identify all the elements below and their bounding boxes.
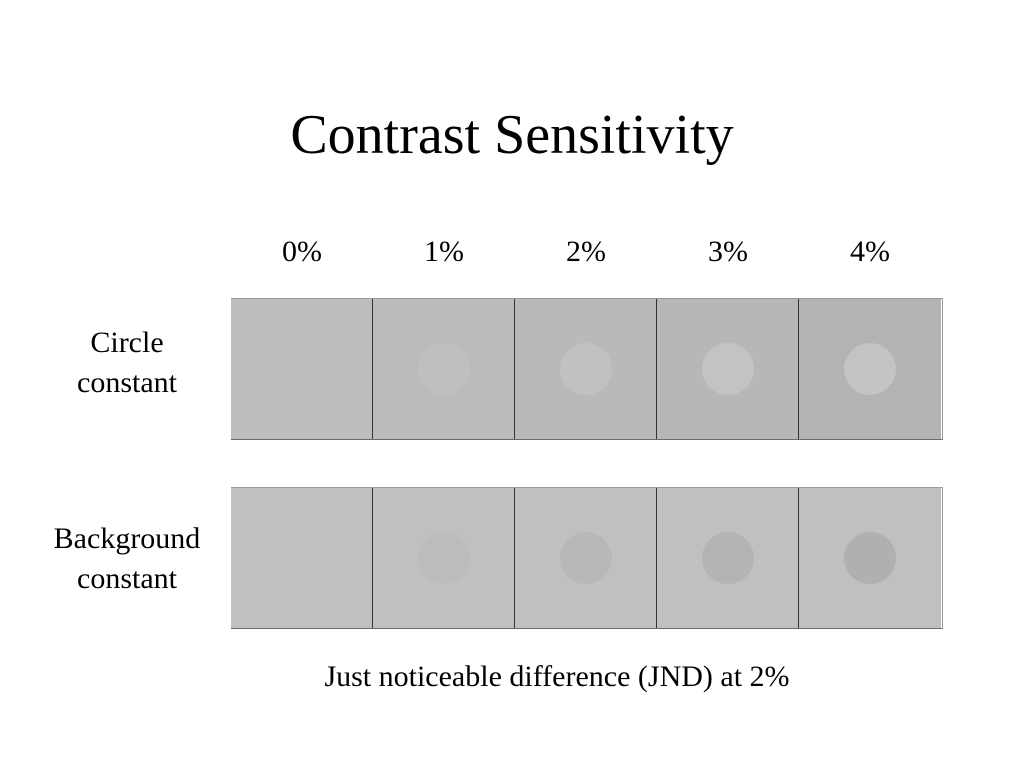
contrast-cell <box>657 299 799 439</box>
column-label-1: 1% <box>424 235 464 268</box>
column-label-0: 0% <box>282 235 322 268</box>
contrast-cell <box>231 299 373 439</box>
slide-title: Contrast Sensitivity <box>290 104 734 166</box>
column-label-3: 3% <box>708 235 748 268</box>
contrast-cell <box>231 488 373 628</box>
column-label-4: 4% <box>850 235 890 268</box>
background-constant-strip <box>231 487 943 629</box>
circle <box>417 343 470 395</box>
contrast-cell <box>515 488 657 628</box>
circle <box>559 343 612 395</box>
circle <box>417 532 470 584</box>
circle-constant-strip <box>231 298 943 440</box>
contrast-cell <box>515 299 657 439</box>
row-label-circle-constant: Circle constant <box>22 323 232 403</box>
circle <box>559 532 612 584</box>
jnd-caption: Just noticeable difference (JND) at 2% <box>324 660 790 693</box>
row-label-line: constant <box>77 366 177 399</box>
contrast-cell <box>373 299 515 439</box>
row-label-background-constant: Background constant <box>22 519 232 599</box>
column-label-2: 2% <box>566 235 606 268</box>
contrast-cell <box>373 488 515 628</box>
contrast-cell <box>799 488 941 628</box>
circle <box>844 343 896 395</box>
row-label-line: Circle <box>90 326 164 359</box>
row-label-line: constant <box>77 562 177 595</box>
circle <box>701 532 754 584</box>
circle <box>701 343 754 395</box>
circle <box>275 343 328 395</box>
circle <box>275 532 328 584</box>
circle <box>844 532 896 584</box>
contrast-cell <box>799 299 941 439</box>
contrast-cell <box>657 488 799 628</box>
row-label-line: Background <box>53 522 201 555</box>
